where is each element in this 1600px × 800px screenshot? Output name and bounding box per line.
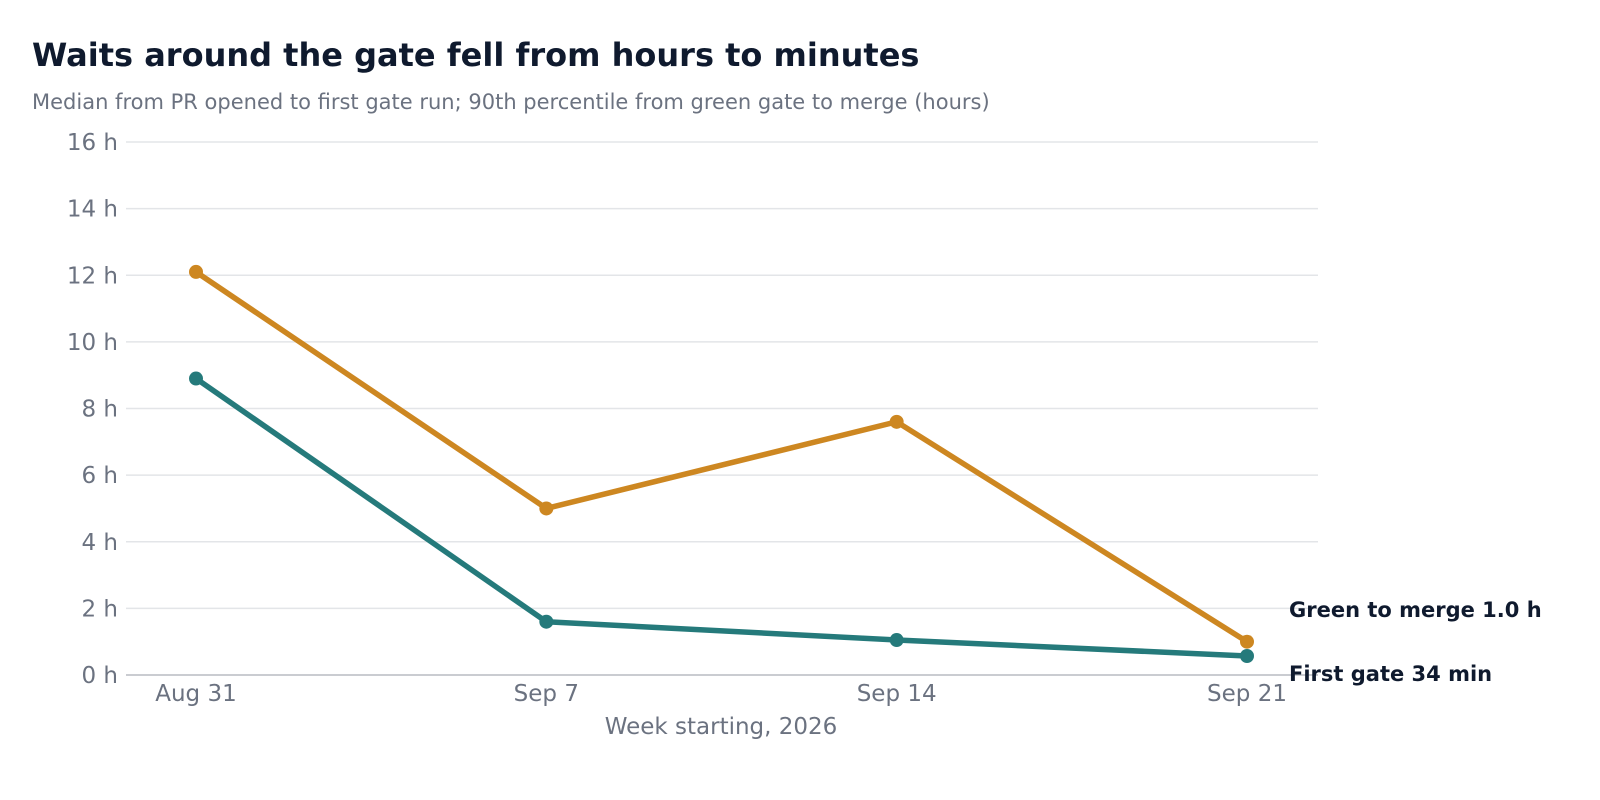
end-labels: Green to merge 1.0 h First gate 34 min: [1289, 598, 1542, 686]
gridlines: [126, 141, 1318, 610]
x-tick-label: Sep 7: [514, 681, 579, 707]
y-tick-label: 6 h: [81, 463, 118, 489]
data-point: [889, 414, 904, 429]
series-layer: [189, 264, 1254, 664]
y-tick-label: 4 h: [81, 530, 118, 556]
data-point: [1240, 634, 1254, 649]
data-point: [189, 371, 203, 386]
data-point: [889, 633, 904, 648]
chart-title: Waits around the gate fell from hours to…: [32, 36, 920, 74]
y-tick-label: 14 h: [67, 197, 118, 223]
series-green-to-merge: [189, 264, 1254, 649]
y-axis-ticks: 0 h 2 h 4 h 6 h 8 h 10 h 12 h 14 h 16 h: [67, 130, 118, 689]
data-point: [539, 614, 554, 629]
y-tick-label: 0 h: [81, 663, 118, 689]
x-axis-title: Week starting, 2026: [605, 714, 838, 740]
x-tick-label: Sep 21: [1207, 681, 1287, 707]
y-tick-label: 10 h: [67, 330, 118, 356]
series-first-gate: [189, 371, 1254, 664]
y-tick-label: 8 h: [81, 397, 118, 423]
data-point: [1240, 649, 1254, 664]
x-axis-ticks: Aug 31 Sep 7 Sep 14 Sep 21: [155, 681, 1287, 707]
y-tick-label: 12 h: [67, 263, 118, 289]
series-line: [193, 269, 1250, 645]
series-end-label: First gate 34 min: [1289, 662, 1492, 686]
y-tick-label: 2 h: [81, 596, 118, 622]
data-point: [539, 501, 554, 516]
data-point: [189, 264, 203, 279]
x-tick-label: Aug 31: [155, 681, 237, 707]
y-tick-label: 16 h: [67, 130, 118, 156]
series-line: [193, 375, 1250, 659]
series-end-label: Green to merge 1.0 h: [1289, 598, 1542, 622]
chart-subtitle: Median from PR opened to first gate run;…: [32, 90, 990, 114]
x-tick-label: Sep 14: [857, 681, 937, 707]
